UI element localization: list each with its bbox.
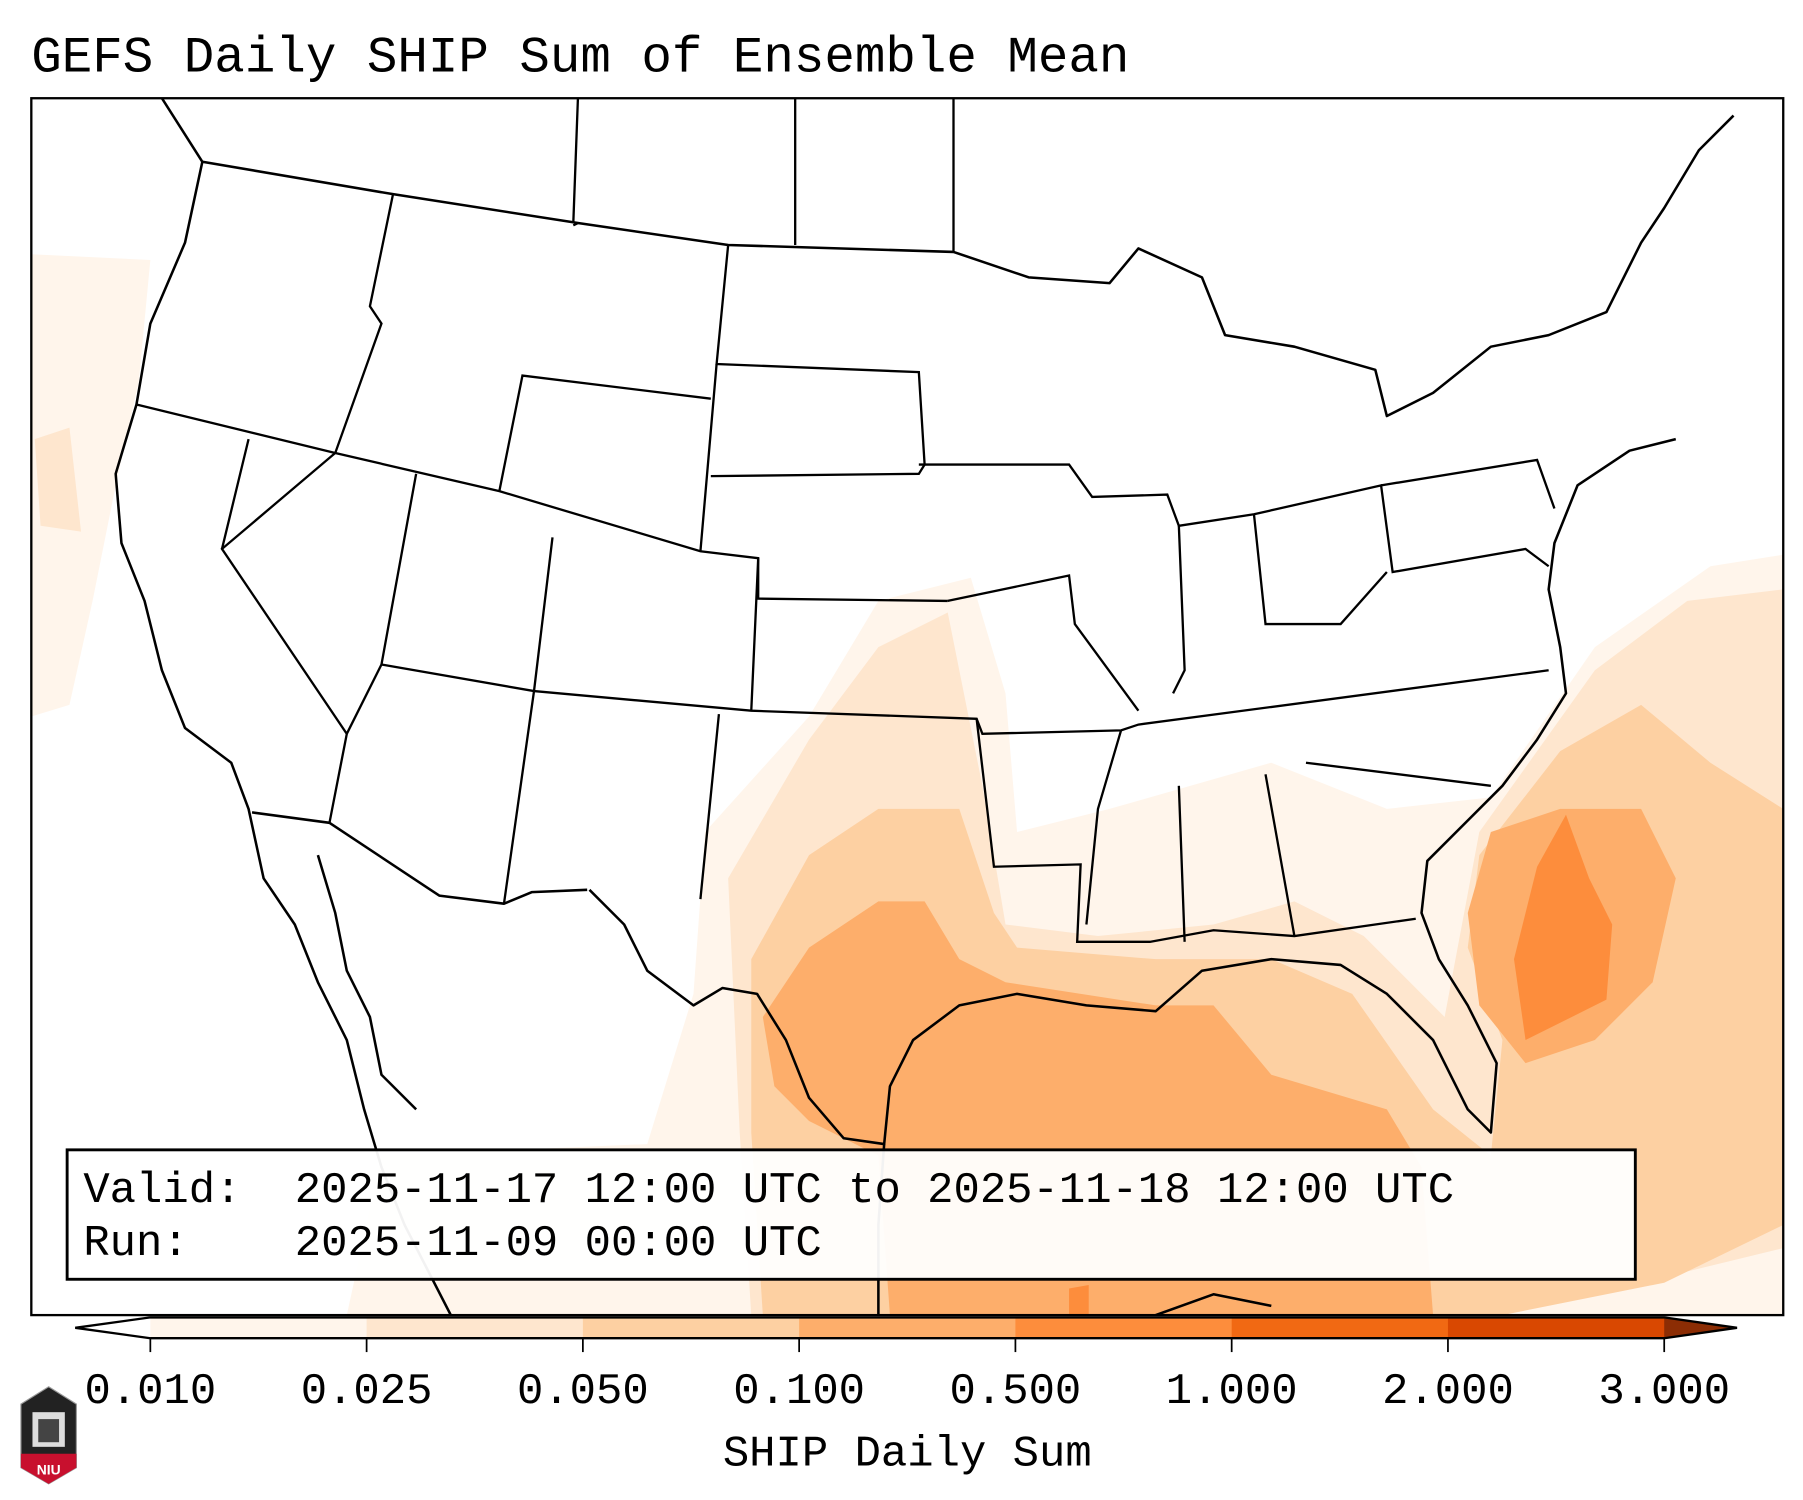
shade-pacific-2 <box>34 427 82 532</box>
mexico-border <box>251 811 588 905</box>
info-box: Valid: 2025-11-17 12:00 UTC to 2025-11-1… <box>65 1148 1637 1281</box>
colorbar-over-extension <box>1664 1317 1738 1339</box>
svg-text:NIU: NIU <box>37 1462 61 1478</box>
colorbar-tick-label: 0.100 <box>733 1367 865 1417</box>
colorbar-segment <box>1015 1317 1233 1339</box>
colorbar-tick-label: 2.000 <box>1382 1367 1514 1417</box>
colorbar-tick-label: 0.025 <box>301 1367 433 1417</box>
state-lines <box>136 98 1556 943</box>
run-value: 2025-11-09 00:00 UTC <box>295 1219 822 1269</box>
colorbar-tick-label: 0.500 <box>950 1367 1082 1417</box>
colorbar-tick-label: 3.000 <box>1598 1367 1730 1417</box>
colorbar-segment <box>150 1317 368 1339</box>
niu-logo: NIU <box>20 1386 77 1485</box>
baja-coast <box>316 854 418 1111</box>
colorbar-segment <box>582 1317 800 1339</box>
valid-label: Valid: <box>83 1166 241 1216</box>
colorbar-segment <box>1447 1317 1665 1339</box>
colorbar: 0.010 0.025 0.050 0.100 0.500 1.000 2.000 3.000 <box>75 1316 1738 1417</box>
map-title: GEFS Daily SHIP Sum of Ensemble Mean <box>31 31 1129 88</box>
colorbar-under-extension <box>75 1317 151 1339</box>
colorbar-segment <box>366 1317 584 1339</box>
shade-level-5 <box>1513 814 1613 1041</box>
colorbar-tick-label: 1.000 <box>1166 1367 1298 1417</box>
colorbar-tick-label: 0.050 <box>517 1367 649 1417</box>
shade-pacific <box>31 254 151 717</box>
shade-level-5-gulf <box>1069 1285 1089 1316</box>
canada-border <box>202 114 1735 418</box>
gulf-coast <box>588 437 1677 1146</box>
valid-value: 2025-11-17 12:00 UTC to 2025-11-18 12:00… <box>295 1166 1454 1216</box>
colorbar-tick-label: 0.010 <box>84 1367 216 1417</box>
coastline <box>114 98 452 1316</box>
map-area <box>31 98 1784 1316</box>
run-label: Run: <box>83 1219 188 1269</box>
map-frame <box>30 97 1785 1317</box>
colorbar-segment <box>799 1317 1016 1339</box>
colorbar-segment <box>1231 1317 1449 1339</box>
colorbar-label: SHIP Daily Sum <box>723 1429 1092 1479</box>
